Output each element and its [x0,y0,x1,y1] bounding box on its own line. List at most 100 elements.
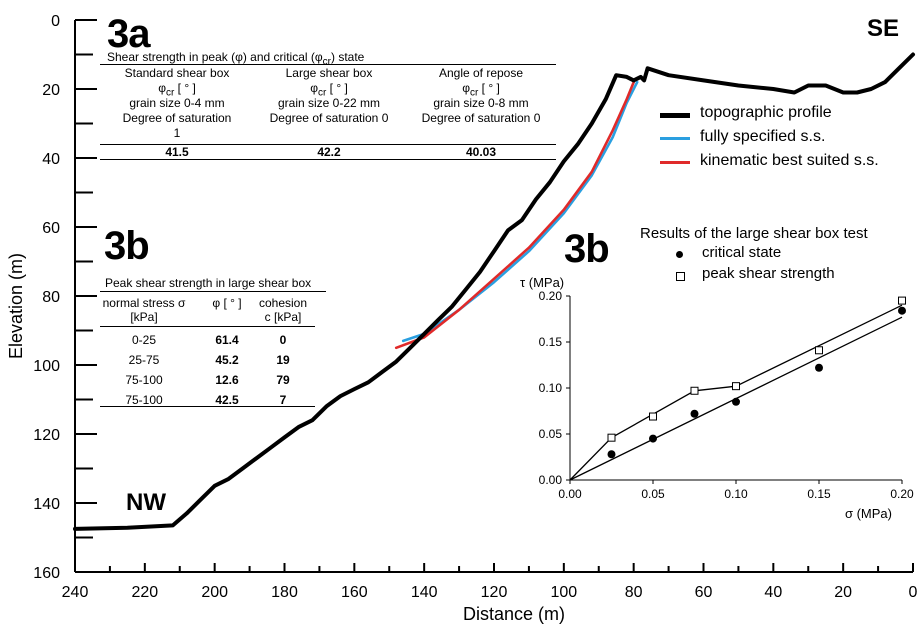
inset-y-tick-label: 0.10 [539,381,563,395]
inset-x-tick-label: 0.20 [890,487,914,501]
inset-y-tick-label: 0.05 [539,427,563,441]
table-3a-header-line: Large shear box [285,66,373,80]
table-3b-cell: 19 [276,353,290,367]
y-tick-label: 120 [33,427,60,444]
corner-label-nw: NW [126,489,166,516]
peak-strength-point [732,382,740,391]
table-3a-header-line: grain size 0-8 mm [433,96,529,110]
x-tick-label: 180 [271,584,298,601]
table-3b-cell: 79 [276,373,290,387]
table-3b-caption: Peak shear strength in large shear box [105,276,312,290]
table-3a-header-line: φcr [ ° ] [158,81,196,99]
table-3a-caption: Shear strength in peak (φ) and critical … [107,50,365,68]
x-tick-label: 220 [131,584,158,601]
table-3b-cell: 61.4 [215,333,239,347]
table-3a: Shear strength in peak (φ) and critical … [100,50,556,165]
legend-swatch [660,113,690,118]
main-legend: topographic profile fully specified s.s. k… [660,104,921,184]
x-tick-label: 0 [909,584,918,601]
table-3b-header: normal stress σ [102,296,186,310]
inset-y-tick-label: 0.15 [539,335,563,349]
table-3a-value: 42.2 [317,145,341,159]
inset-legend-label: peak shear strength [702,265,835,282]
critical-state-point [607,450,616,459]
inset-x-tick-label: 0.00 [558,487,582,501]
legend-label: kinematic best suited s.s. [700,152,879,169]
table-3a-header-line: Standard shear box [124,66,230,80]
peak-strength-point [649,412,657,421]
x-tick-label: 80 [625,584,643,601]
critical-state-point [898,306,906,315]
table-3b-header: [kPa] [130,310,158,324]
x-axis-label: Distance (m) [463,604,565,624]
topographic-profile-line [73,52,915,531]
table-3b-header: φ [ ° ] [212,296,242,310]
table-3a-header-line: grain size 0-4 mm [129,96,225,110]
table-3a-header-line: φcr [ ° ] [462,81,500,99]
table-3b-cell: 12.6 [215,373,239,387]
inset-x-tick-label: 0.15 [807,487,831,501]
table-3b-cell: 0 [279,333,287,347]
table-3a-header-line: Degree of saturation 0 [421,111,541,125]
table-3a-header-line: Degree of saturation 0 [269,111,389,125]
table-3b-cell: 75-100 [125,373,163,387]
inset-x-tick-label: 0.05 [641,487,665,501]
table-3b-cell: 42.5 [215,393,239,407]
inset-legend: Results of the large shear box test crit… [640,225,921,295]
table-3a-value: 41.5 [165,145,189,159]
fully-specified-slip-surface-line [401,80,639,343]
inset-title: Results of the large shear box test [640,225,868,242]
table-3a-header-line: grain size 0-22 mm [277,96,381,110]
y-tick-label: 160 [33,565,60,582]
x-tick-label: 140 [411,584,438,601]
inset-legend-label: critical state [702,244,782,261]
x-tick-label: 100 [550,584,577,601]
panel-label-3a: 3a [107,12,150,56]
open-square-marker-icon [676,272,685,281]
table-3b-cell: 0-25 [131,333,157,347]
legend-label: fully specified s.s. [700,128,826,145]
table-3a-value: 40.03 [465,145,497,159]
table-3b-header: c [kPa] [264,310,302,324]
x-tick-label: 40 [764,584,782,601]
peak-strength-point [690,386,699,395]
y-axis-label: Elevation (m) [6,253,26,359]
table-3b: Peak shear strength in large shear box n… [100,276,326,411]
legend-swatch [660,137,690,140]
critical-state-point [690,409,699,418]
table-3b-cell: 45.2 [215,353,239,367]
inset-background [522,276,872,516]
table-3a-header-line: φcr [ ° ] [310,81,348,99]
inset-x-tick-label: 0.10 [724,487,748,501]
inset-x-axis-label: σ (MPa) [845,506,892,521]
legend-label: topographic profile [700,104,832,121]
x-tick-label: 160 [341,584,368,601]
y-tick-label: 0 [51,13,60,30]
filled-circle-marker-icon [676,251,683,258]
panel-label-3b-right: 3b [564,227,610,271]
critical-state-point [815,363,823,372]
table-3b-cell: 75-100 [125,393,163,407]
table-3b-cell: 25-75 [128,353,160,367]
x-tick-label: 60 [695,584,713,601]
peak-strength-point [815,346,823,355]
y-tick-label: 20 [42,82,60,99]
x-tick-label: 120 [481,584,508,601]
peak-strength-point [898,296,906,305]
inset-y-tick-label: 0.00 [539,473,563,487]
table-3b-cell: 7 [279,393,287,407]
critical-state-point [649,434,657,443]
shear-box-inset-chart: 0.00 0.05 0.10 0.15 0.20 0.00 0.05 0.10 0.15 0.20… [520,275,914,521]
inset-y-axis-label: τ (MPa) [520,275,564,290]
y-tick-label: 60 [42,220,60,237]
x-tick-label: 20 [834,584,852,601]
critical-state-point [732,397,740,406]
table-3a-header-line: 1 [173,126,181,140]
kinematic-slip-surface-line [394,80,635,350]
y-tick-label: 80 [42,289,60,306]
y-tick-label: 40 [42,151,60,168]
x-tick-label: 200 [201,584,228,601]
y-tick-label: 140 [33,496,60,513]
